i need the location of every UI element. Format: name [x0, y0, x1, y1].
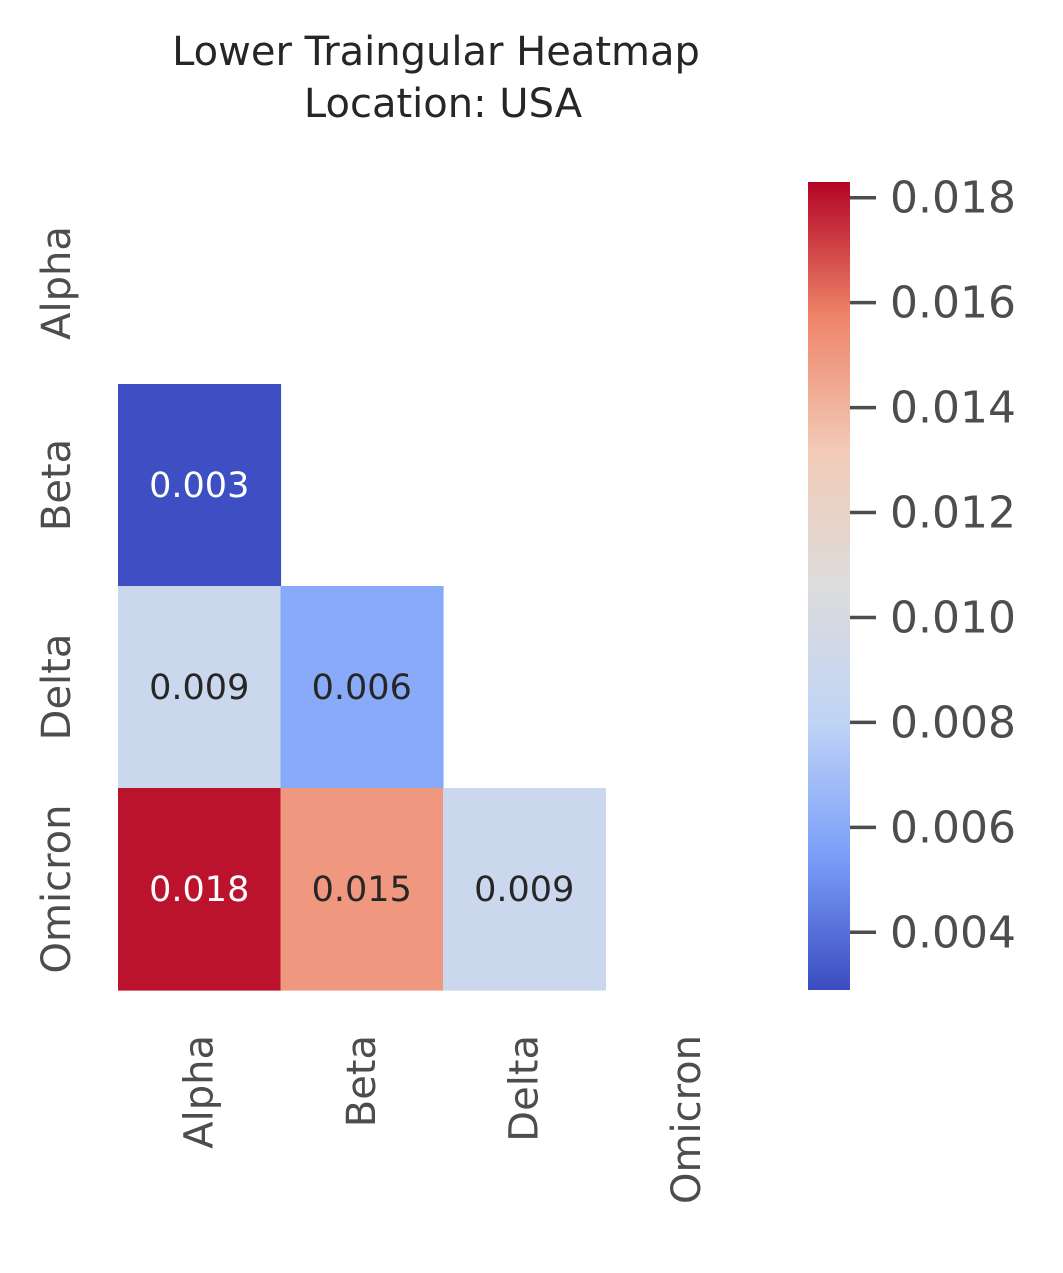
- y-tick-label-delta: Delta: [34, 634, 80, 741]
- colorbar-tick-label: 0.014: [890, 383, 1016, 434]
- cell-value-label: 0.018: [149, 870, 249, 910]
- y-tick-label-beta: Beta: [34, 439, 80, 531]
- cell-value-label: 0.015: [312, 870, 412, 910]
- x-tick-label-beta: Beta: [339, 1035, 385, 1127]
- heatmap-cell-omicron-alpha: [118, 788, 282, 991]
- colorbar: 0.004 0.006 0.008 0.010 0.012 0.014 0.016 0.018: [808, 173, 1016, 990]
- colorbar-tick-label: 0.018: [890, 173, 1016, 224]
- colorbar-tick-label: 0.010: [890, 592, 1016, 643]
- colorbar-tick-label: 0.008: [890, 697, 1016, 748]
- y-tick-labels: Alpha Beta Delta Omicron: [34, 226, 80, 973]
- cell-value-label: 0.009: [149, 668, 249, 708]
- colorbar-gradient: [808, 182, 850, 990]
- x-tick-label-delta: Delta: [501, 1035, 547, 1142]
- chart-title: Lower Traingular Heatmap: [172, 29, 700, 75]
- y-tick-label-alpha: Alpha: [34, 226, 80, 340]
- heatmap-cell-beta-alpha: [118, 384, 282, 587]
- heatmap-cell-delta-alpha: [118, 586, 282, 789]
- colorbar-tick-label: 0.004: [890, 907, 1016, 958]
- colorbar-tick-label: 0.016: [890, 278, 1016, 329]
- x-tick-labels: Alpha Beta Delta Omicron: [176, 1035, 710, 1204]
- colorbar-tick-label: 0.012: [890, 488, 1016, 539]
- cell-value-label: 0.003: [149, 466, 249, 506]
- heatmap-cells: [118, 384, 607, 991]
- chart-subtitle: Location: USA: [304, 81, 583, 127]
- heatmap-cell-omicron-delta: [443, 788, 607, 991]
- x-tick-label-omicron: Omicron: [664, 1035, 710, 1204]
- cell-value-label: 0.009: [474, 870, 574, 910]
- y-tick-label-omicron: Omicron: [34, 805, 80, 974]
- heatmap-cell-omicron-beta: [280, 788, 444, 991]
- x-tick-label-alpha: Alpha: [176, 1035, 222, 1149]
- cell-value-label: 0.006: [312, 668, 412, 708]
- heatmap-cell-labels: 0.003 0.009 0.006 0.018 0.015 0.009: [149, 466, 574, 910]
- heatmap-cell-delta-beta: [280, 586, 444, 789]
- colorbar-tick-label: 0.006: [890, 802, 1016, 853]
